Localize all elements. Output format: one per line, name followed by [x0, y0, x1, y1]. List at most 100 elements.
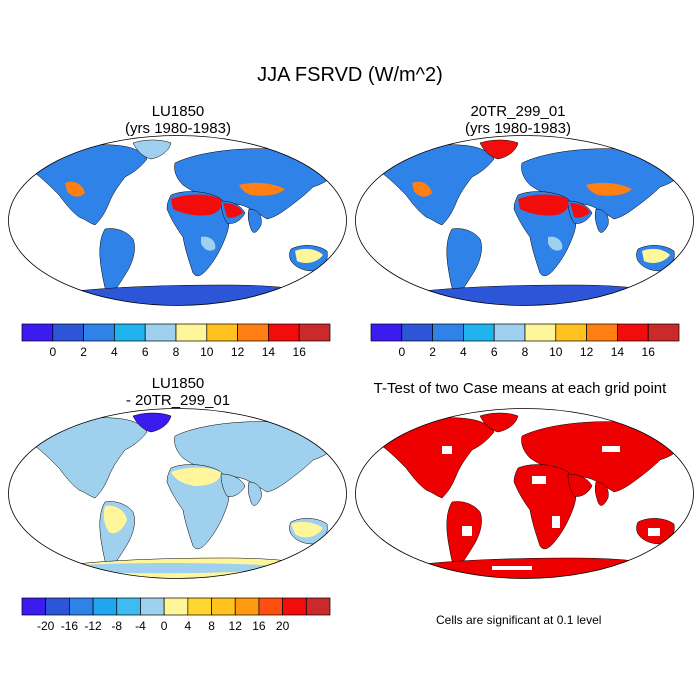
nonsignificant-cell [532, 476, 546, 484]
colorbar-swatch [92, 597, 118, 616]
colorbar-swatch [555, 323, 587, 342]
colorbar-swatch [463, 323, 495, 342]
colorbar-swatch [163, 597, 189, 616]
panel-title-line2: (yrs 1980-1983) [125, 120, 231, 137]
colorbar-tick-label: -12 [84, 619, 102, 633]
colorbar-swatch [187, 597, 212, 616]
colorbar-tick-label: -20 [37, 619, 55, 633]
panel-title-line1: T-Test of two Case means at each grid po… [373, 380, 667, 397]
india-landmass [247, 208, 262, 233]
colorbar-swatch [144, 323, 177, 342]
antarctica-coast-patch [65, 563, 285, 574]
colorbar-tick-label: 14 [611, 345, 625, 359]
amazon-patch [103, 505, 127, 534]
significance-note: Cells are significant at 0.1 level [436, 613, 602, 627]
colorbar-swatch [211, 597, 236, 616]
southern-africa-patch [201, 236, 216, 251]
nonsignificant-cell [552, 516, 560, 528]
colorbar-tick-label: 8 [522, 345, 529, 359]
nonsignificant-cell [492, 566, 532, 570]
map-panel-diff [8, 408, 347, 579]
southern-africa-patch [548, 236, 563, 251]
australia-patch [291, 521, 323, 538]
australia-patch [642, 248, 670, 263]
colorbar-swatch [305, 597, 331, 616]
panel-title-line1: LU1850 [151, 103, 205, 120]
colorbar-tick-label: 2 [429, 345, 436, 359]
colorbar-swatch [45, 597, 70, 616]
panel-title-ttest: T-Test of two Case means at each grid po… [355, 380, 685, 397]
colorbar-swatch [83, 323, 115, 342]
nonsignificant-cell [442, 446, 452, 454]
central-asia-hotspot [586, 182, 632, 196]
india-landmass [594, 481, 609, 506]
colorbar-swatch [493, 323, 526, 342]
colorbar-tick-label: 6 [142, 345, 149, 359]
colorbar-swatch [237, 323, 269, 342]
colorbar-tick-label: 14 [262, 345, 276, 359]
colorbar-swatch [21, 323, 54, 342]
figure-title: JJA FSRVD (W/m^2) [257, 64, 443, 86]
map-panel-20tr [355, 135, 694, 306]
colorbar-swatch [206, 323, 238, 342]
greenland-landmass [479, 412, 519, 433]
colorbar-swatch [116, 597, 141, 616]
colorbar-tick-label: 16 [642, 345, 656, 359]
colorbar-swatch [234, 597, 260, 616]
colorbar-swatch [370, 323, 403, 342]
colorbar-tick-label: 0 [49, 345, 56, 359]
panel-title-line1: 20TR_299_01 [470, 103, 566, 120]
panel-title-lu1850: LU1850 (yrs 1980-1983) [63, 103, 293, 137]
colorbar-tick-label: 16 [252, 619, 266, 633]
colorbar-tick-label: 12 [580, 345, 594, 359]
colorbar-swatch [617, 323, 649, 342]
map-panel-lu1850 [8, 135, 347, 306]
northAmerica-landmass [34, 417, 148, 499]
panel-title-line2: (yrs 1980-1983) [465, 120, 571, 137]
map-panel-ttest [355, 408, 694, 579]
india-landmass [247, 481, 262, 506]
panel-title-20tr: 20TR_299_01 (yrs 1980-1983) [403, 103, 633, 137]
colorbar-diff: -20 -16 -12 -8 -4 0 4 8 12 16 20 [21, 597, 331, 633]
colorbar-tick-label: 20 [276, 619, 290, 633]
nonsignificant-cell [462, 526, 472, 536]
arabia-landmass [220, 473, 246, 497]
colorbar-tick-label: -8 [111, 619, 122, 633]
india-landmass [594, 208, 609, 233]
greenland-landmass [132, 412, 172, 433]
colorbar-swatch [401, 323, 433, 342]
colorbar-tick-label: 8 [208, 619, 215, 633]
colorbar-tick-label: 12 [229, 619, 243, 633]
colorbar-tick-label: 4 [185, 619, 192, 633]
colorbar-swatch [282, 597, 307, 616]
northAmerica-landmass [381, 417, 495, 499]
colorbar-tick-label: 4 [460, 345, 467, 359]
sahara-patch [171, 467, 221, 486]
colorbar-swatch [52, 323, 84, 342]
colorbar-swatch [524, 323, 557, 342]
colorbar-swatch [69, 597, 94, 616]
colorbar-swatch [114, 323, 146, 342]
panel-title-line1: LU1850 [151, 375, 205, 392]
colorbar-swatch [268, 323, 300, 342]
colorbar-tick-label: 12 [231, 345, 245, 359]
australia-patch [295, 248, 323, 263]
arabia-hotspot [223, 203, 243, 218]
colorbar-tick-label: -16 [61, 619, 79, 633]
colorbar-swatch [140, 597, 165, 616]
colorbar-20tr: 0 2 4 6 8 10 12 14 16 [370, 323, 680, 359]
colorbar-swatch [586, 323, 618, 342]
colorbar-tick-label: 6 [491, 345, 498, 359]
central-asia-hotspot [239, 182, 285, 196]
colorbar-tick-label: 8 [173, 345, 180, 359]
colorbar-tick-label: 0 [161, 619, 168, 633]
colorbar-swatch [21, 597, 47, 616]
colorbar-swatch [432, 323, 464, 342]
nonsignificant-cell [412, 570, 442, 574]
nonsignificant-cell [648, 528, 660, 536]
colorbar-swatch [298, 323, 331, 342]
colorbar-swatch [175, 323, 208, 342]
panel-title-line2: - 20TR_299_01 [125, 392, 231, 409]
greenland-landmass [132, 139, 172, 160]
sahara-hotspot [518, 194, 569, 216]
